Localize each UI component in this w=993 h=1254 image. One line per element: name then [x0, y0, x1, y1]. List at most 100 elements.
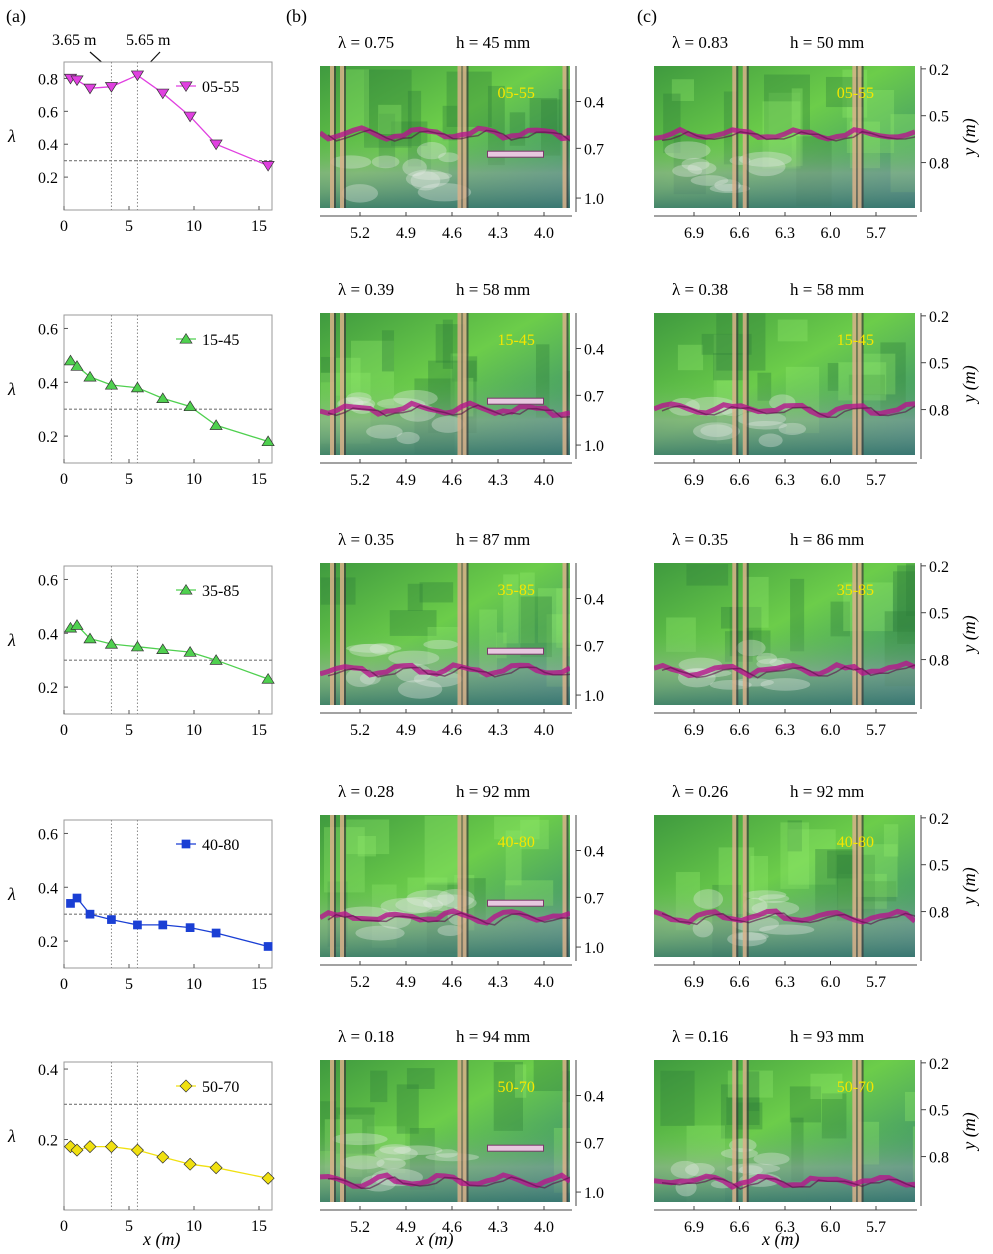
- y-tick-label: 0.2: [38, 1133, 58, 1150]
- data-point: [261, 1171, 275, 1185]
- x-tick-label: 4.3: [488, 1219, 508, 1236]
- x-tick-label: 6.6: [730, 472, 750, 489]
- y-tick-label: 0.7: [584, 638, 604, 655]
- depth-header: h = 92 mm: [456, 782, 530, 801]
- y-axis-label: λ: [7, 630, 16, 650]
- x-tick-label: 5.2: [350, 722, 370, 739]
- y-tick-label: 0.2: [929, 62, 949, 79]
- lambda-value-header: λ = 0.35: [672, 530, 728, 549]
- case-label: 35-85: [498, 582, 535, 599]
- data-point: [66, 899, 75, 908]
- y-tick-label: 1.0: [584, 1185, 604, 1202]
- data-point: [183, 400, 197, 412]
- lambda-value-header: λ = 0.38: [672, 280, 728, 299]
- y-tick-label: 0.8: [929, 905, 949, 922]
- y-tick-label: 0.2: [38, 429, 58, 446]
- lambda-chart-50-70: 0 5 10 15 0.2 0.4 λ 50-70: [7, 1061, 275, 1235]
- y-tick-label: 0.2: [929, 559, 949, 576]
- case-label: 05-55: [837, 85, 874, 102]
- y-axis-label-c: y (m): [959, 615, 980, 654]
- data-point: [261, 161, 275, 172]
- legend-marker: [179, 583, 193, 595]
- flume-photograph: [320, 1060, 570, 1202]
- x-tick-label: 15: [251, 471, 267, 488]
- data-point: [104, 637, 119, 649]
- legend-label: 35-85: [202, 583, 239, 600]
- data-point: [63, 354, 78, 366]
- data-point: [156, 88, 170, 100]
- x-tick-label: 15: [251, 976, 267, 993]
- x-tick-label: 0: [60, 218, 68, 235]
- depth-header: h = 58 mm: [456, 280, 530, 299]
- data-point: [107, 915, 116, 924]
- flume-photograph: [654, 66, 915, 208]
- y-tick-label: 0.5: [929, 109, 949, 126]
- panel-letter-a: (a): [6, 6, 26, 27]
- x-tick-label: 6.3: [775, 974, 795, 991]
- case-label: 05-55: [498, 85, 535, 102]
- y-tick-label: 0.4: [38, 137, 58, 154]
- y-tick-label: 0.7: [584, 890, 604, 907]
- photo-panel-b-40-80: λ = 0.28 h = 92 mm 40-80 5.2 4.9 4.6 4.3 4.0 0.4…: [320, 782, 604, 991]
- legend-marker: [179, 332, 193, 344]
- legend-marker: [179, 1079, 193, 1093]
- y-tick-label: 1.0: [584, 688, 604, 705]
- y-tick-label: 0.6: [38, 572, 58, 589]
- x-tick-label: 0: [60, 1218, 68, 1235]
- depth-header: h = 92 mm: [790, 782, 864, 801]
- x-tick-label: 4.6: [442, 722, 462, 739]
- x-tick-label: 4.9: [396, 225, 416, 242]
- x-tick-label: 5.7: [866, 722, 886, 739]
- annotation-5-65-m: 5.65 m: [126, 32, 171, 49]
- y-tick-label: 0.5: [929, 356, 949, 373]
- lambda-value-header: λ = 0.83: [672, 33, 728, 52]
- x-tick-label: 4.9: [396, 472, 416, 489]
- data-point: [83, 632, 97, 644]
- data-point: [83, 370, 97, 382]
- lambda-chart-15-45: 0 5 10 15 0.2 0.4 0.6 λ 15-45: [7, 314, 275, 488]
- x-tick-label: 6.9: [684, 1219, 704, 1236]
- y-axis-label-c: y (m): [959, 867, 980, 906]
- annotation-3-65-m: 3.65 m: [52, 32, 97, 49]
- lambda-value-header: λ = 0.35: [338, 530, 394, 549]
- x-tick-label: 10: [186, 976, 202, 993]
- x-tick-label: 5.7: [866, 472, 886, 489]
- case-label: 40-80: [498, 834, 535, 851]
- x-tick-label: 6.6: [730, 722, 750, 739]
- x-tick-label: 5.2: [350, 974, 370, 991]
- data-point: [209, 139, 223, 151]
- x-tick-label: 0: [60, 976, 68, 993]
- data-point: [263, 942, 273, 951]
- x-tick-label: 6.0: [821, 472, 841, 489]
- lambda-chart-40-80: 0 5 10 15 0.2 0.4 0.6 λ 40-80: [7, 819, 273, 993]
- x-tick-label: 4.9: [396, 1219, 416, 1236]
- legend-label: 50-70: [202, 1079, 239, 1096]
- x-tick-label: 6.6: [730, 225, 750, 242]
- x-tick-label: 6.9: [684, 225, 704, 242]
- data-point: [209, 1161, 223, 1175]
- y-tick-label: 0.2: [38, 934, 58, 951]
- x-tick-label: 5: [125, 1218, 133, 1235]
- case-label: 35-85: [837, 582, 874, 599]
- photo-panel-c-40-80: λ = 0.26 h = 92 mm 40-80 6.9 6.6 6.3 6.0 5.7 0.2…: [654, 782, 980, 991]
- photo-panel-c-50-70: λ = 0.16 h = 93 mm 50-70 6.9 6.6 6.3 6.0 5.7 0.2…: [654, 1027, 980, 1236]
- photo-panel-b-05-55: λ = 0.75 h = 45 mm 05-55 5.2 4.9 4.6 4.3 4.0 0.4…: [320, 33, 604, 242]
- data-point: [70, 1143, 84, 1157]
- x-tick-label: 10: [186, 1218, 202, 1235]
- y-axis-label: λ: [7, 379, 16, 399]
- x-tick-label: 6.0: [821, 225, 841, 242]
- x-tick-label: 4.6: [442, 1219, 462, 1236]
- x-tick-label: 0: [60, 722, 68, 739]
- y-tick-label: 1.0: [584, 438, 604, 455]
- data-point: [133, 920, 142, 930]
- y-tick-label: 0.8: [929, 1150, 949, 1167]
- x-tick-label: 10: [186, 471, 202, 488]
- y-tick-label: 0.5: [929, 858, 949, 875]
- case-label: 15-45: [837, 332, 874, 349]
- depth-header: h = 94 mm: [456, 1027, 530, 1046]
- data-point: [70, 360, 84, 371]
- photo-panel-b-35-85: λ = 0.35 h = 87 mm 35-85 5.2 4.9 4.6 4.3 4.0 0.4…: [320, 530, 604, 739]
- data-point: [85, 909, 95, 919]
- lambda-value-header: λ = 0.26: [672, 782, 728, 801]
- y-tick-label: 0.4: [584, 342, 604, 359]
